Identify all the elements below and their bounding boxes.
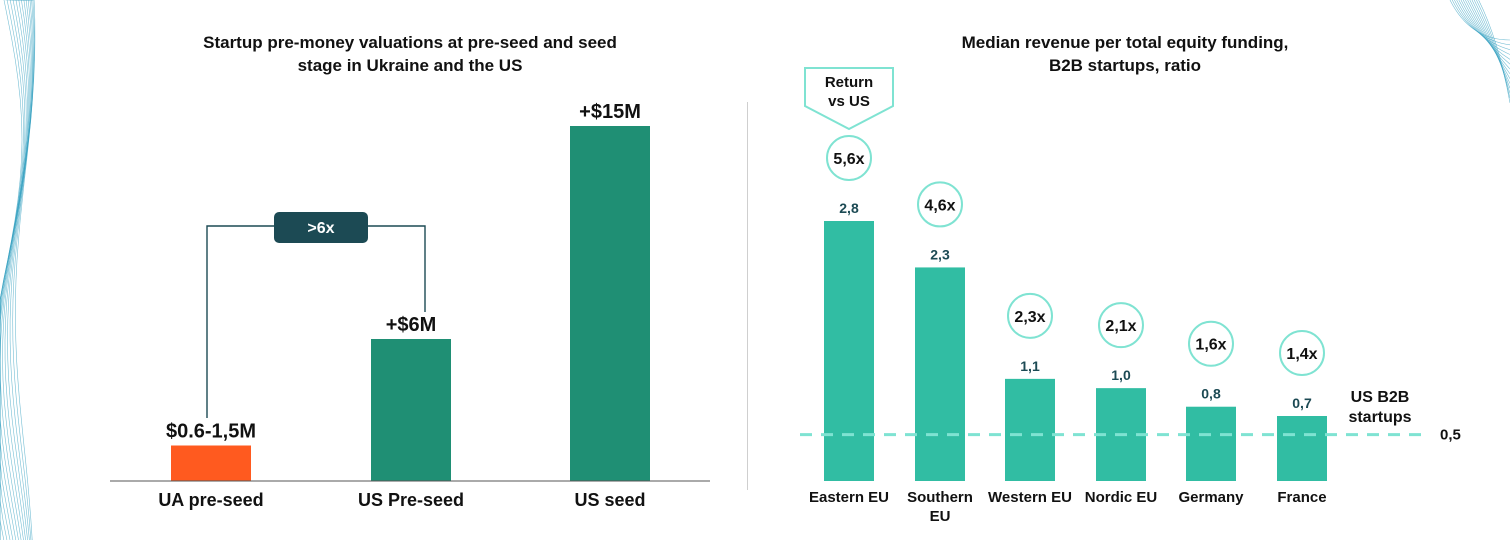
x-axis-category-label: UA pre-seed	[158, 490, 263, 510]
wave-line	[1476, 0, 1510, 99]
bar-value-label: +$15M	[579, 101, 641, 123]
x-axis-category-label: Germany	[1178, 489, 1244, 506]
valuation-bar-chart: $0.6-1,5M UA pre-seed +$6M US Pre-seed +$15M…	[110, 101, 710, 510]
comparison-badge	[274, 212, 368, 243]
valuation-chart-title-line-1: Startup pre-money valuations at pre-seed…	[203, 33, 617, 52]
return-vs-us-callout-text: Return	[825, 74, 873, 91]
bar-revenue	[1277, 416, 1327, 481]
return-multiple-circle	[1279, 330, 1325, 376]
x-axis-category-label: France	[1277, 489, 1326, 506]
return-vs-us-callout-text: vs US	[828, 93, 870, 110]
bar-value-label: 2,3	[930, 246, 950, 262]
panel-divider	[747, 102, 748, 490]
wave-decoration-right	[1449, 0, 1510, 103]
wave-decoration-left	[0, 0, 36, 541]
x-axis-category-label: Nordic EU	[1085, 489, 1158, 506]
valuation-chart-title-line-2: stage in Ukraine and the US	[297, 56, 523, 75]
bar-revenue	[1005, 378, 1055, 481]
comparison-badge-text: >6x	[307, 220, 334, 237]
wave-line	[2, 0, 32, 541]
return-multiple-label: 1,6x	[1195, 337, 1226, 354]
bar-value-label: 1,1	[1020, 358, 1040, 374]
x-axis-category-label: Southern	[907, 489, 973, 506]
return-multiple-circle	[1007, 292, 1053, 339]
bar-ua-pre-seed	[171, 445, 251, 481]
revenue-chart-title: Median revenue per total equity funding,…	[770, 31, 1480, 77]
reference-line-name: startups	[1348, 409, 1411, 426]
wave-line	[1478, 0, 1510, 103]
wave-line	[1456, 0, 1510, 55]
revenue-chart-title-line-1: Median revenue per total equity funding,	[961, 33, 1289, 52]
x-axis-category-label: Eastern EU	[809, 489, 889, 506]
wave-line	[0, 0, 31, 541]
revenue-chart-title-line-2: B2B startups, ratio	[1048, 56, 1202, 75]
wave-line	[1465, 0, 1510, 75]
x-axis-category-label: US seed	[574, 490, 645, 510]
return-multiple-circle	[1098, 302, 1144, 349]
reference-line-name: US B2B	[1351, 389, 1410, 406]
wave-line	[15, 0, 36, 541]
revenue-bar-chart: 2,8 5,6x Eastern EU 2,3 4,6x Southern EU 1,1 2,3…	[800, 67, 1461, 525]
bar-value-label: $0.6-1,5M	[166, 421, 256, 443]
wave-line	[7, 0, 34, 541]
wave-line	[1471, 0, 1510, 89]
bar-us-seed	[570, 126, 650, 481]
return-multiple-circle	[1188, 320, 1234, 367]
bar-us-pre-seed	[371, 339, 451, 481]
valuation-chart-title: Startup pre-money valuations at pre-seed…	[100, 31, 720, 77]
bar-revenue	[915, 267, 965, 481]
bar-value-label: +$6M	[386, 314, 437, 336]
bar-revenue	[824, 221, 874, 481]
return-multiple-label: 5,6x	[833, 151, 864, 168]
bar-value-label: 0,8	[1201, 386, 1221, 402]
return-multiple-circle	[826, 135, 872, 181]
return-multiple-label: 1,4x	[1286, 346, 1317, 363]
wave-line	[1469, 0, 1510, 84]
wave-line	[1467, 0, 1510, 79]
wave-line	[1462, 0, 1510, 70]
return-multiple-circle	[917, 181, 963, 228]
return-multiple-label: 2,3x	[1014, 309, 1045, 326]
valuation-chart-panel: Startup pre-money valuations at pre-seed…	[100, 0, 720, 549]
x-axis-category-label: EU	[930, 508, 951, 525]
wave-line	[1473, 0, 1510, 94]
wave-line	[1460, 0, 1510, 65]
x-axis-category-label: US Pre-seed	[358, 490, 464, 510]
bar-revenue	[1186, 406, 1236, 481]
wave-line	[9, 0, 35, 541]
wave-line	[12, 0, 35, 541]
wave-line	[1458, 0, 1510, 60]
x-axis-category-label: Western EU	[988, 489, 1072, 506]
wave-line	[0, 0, 30, 541]
wave-line	[0, 0, 27, 541]
bar-value-label: 2,8	[839, 200, 859, 216]
wave-line	[0, 0, 31, 541]
return-multiple-label: 2,1x	[1105, 318, 1136, 335]
return-vs-us-callout	[804, 67, 894, 131]
revenue-chart-panel: Median revenue per total equity funding,…	[770, 0, 1510, 549]
bar-value-label: 0,7	[1292, 395, 1312, 411]
bar-value-label: 1,0	[1111, 367, 1131, 383]
wave-line	[4, 0, 33, 541]
wave-line	[0, 0, 28, 541]
return-multiple-label: 4,6x	[924, 197, 955, 214]
reference-line-value: 0,5	[1440, 427, 1461, 444]
